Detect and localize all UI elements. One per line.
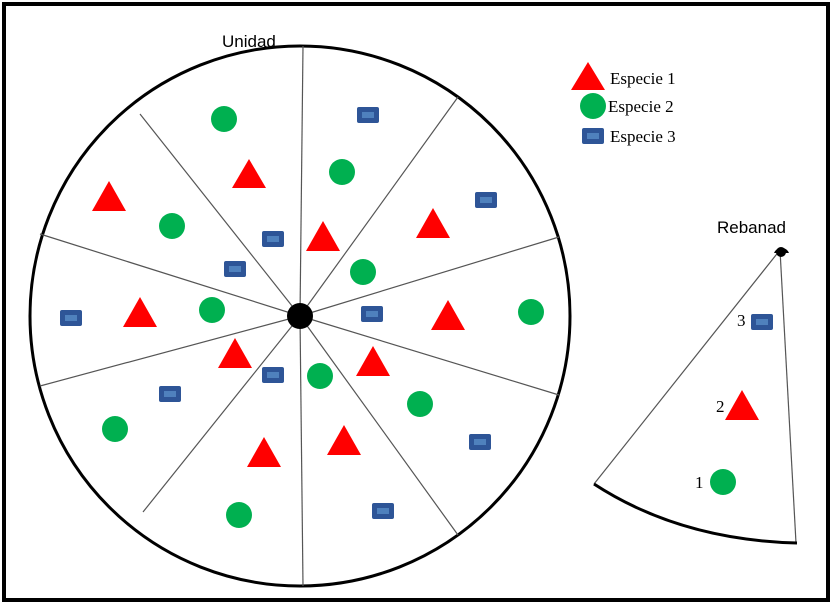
unit-circle xyxy=(28,44,572,588)
red-triangle-icon xyxy=(416,208,450,238)
divider-line xyxy=(142,315,301,513)
slice-center-dot xyxy=(776,247,786,257)
slice-dividers xyxy=(39,45,560,587)
blue-rectangle-icon xyxy=(262,367,284,383)
slice-edge-left xyxy=(593,249,781,485)
red-triangle-icon xyxy=(356,346,390,376)
blue-rectangle-icon xyxy=(372,503,394,519)
blue-rectangle-icon xyxy=(751,314,773,330)
divider-line xyxy=(299,315,560,396)
green-circle-icon xyxy=(329,159,355,185)
red-triangle-icon xyxy=(306,221,340,251)
red-triangle-icon xyxy=(123,297,157,327)
species-2-markers xyxy=(102,106,544,528)
green-circle-icon xyxy=(307,363,333,389)
red-triangle-icon xyxy=(247,437,281,467)
divider-line xyxy=(299,236,560,317)
slice-wedge: 3 2 1 xyxy=(593,247,798,545)
blue-rectangle-icon xyxy=(159,386,181,402)
slice-number-3: 3 xyxy=(737,311,746,330)
green-circle-icon xyxy=(211,106,237,132)
blue-rectangle-icon xyxy=(361,306,383,322)
divider-line xyxy=(299,315,459,536)
green-circle-icon xyxy=(580,93,606,119)
red-triangle-icon xyxy=(92,181,126,211)
green-circle-icon xyxy=(102,416,128,442)
green-circle-icon xyxy=(518,299,544,325)
green-circle-icon xyxy=(407,391,433,417)
legend-label-2: Especie 2 xyxy=(608,97,674,116)
red-triangle-icon xyxy=(232,159,266,188)
blue-rectangle-icon xyxy=(262,231,284,247)
slice-title: Rebanad xyxy=(717,218,786,237)
blue-rectangle-icon xyxy=(469,434,491,450)
legend: Especie 1 Especie 2 Especie 3 xyxy=(571,62,676,146)
divider-line xyxy=(299,45,304,317)
green-circle-icon xyxy=(710,469,736,495)
center-point xyxy=(287,303,313,329)
unit-circle-group xyxy=(28,44,572,588)
red-triangle-icon xyxy=(327,425,361,455)
legend-label-1: Especie 1 xyxy=(610,69,676,88)
divider-line xyxy=(299,315,304,587)
blue-rectangle-icon xyxy=(357,107,379,123)
red-triangle-icon xyxy=(725,390,759,420)
divider-line xyxy=(299,96,459,317)
blue-rectangle-inner xyxy=(587,133,599,139)
red-triangle-icon xyxy=(431,300,465,330)
red-triangle-icon xyxy=(218,338,252,368)
divider-line xyxy=(39,233,301,317)
red-triangle-icon xyxy=(571,62,605,90)
green-circle-icon xyxy=(159,213,185,239)
divider-line xyxy=(39,315,301,387)
unit-title: Unidad xyxy=(222,32,276,51)
species-3-markers xyxy=(60,107,497,519)
species-1-markers xyxy=(92,159,465,467)
slice-number-2: 2 xyxy=(716,397,725,416)
green-circle-icon xyxy=(350,259,376,285)
blue-rectangle-icon xyxy=(224,261,246,277)
legend-label-3: Especie 3 xyxy=(610,127,676,146)
slice-arc xyxy=(593,482,798,545)
blue-rectangle-icon xyxy=(475,192,497,208)
slice-number-1: 1 xyxy=(695,473,704,492)
slice-edge-right xyxy=(779,249,797,544)
blue-rectangle-icon xyxy=(60,310,82,326)
divider-line xyxy=(139,113,301,317)
green-circle-icon xyxy=(199,297,225,323)
green-circle-icon xyxy=(226,502,252,528)
